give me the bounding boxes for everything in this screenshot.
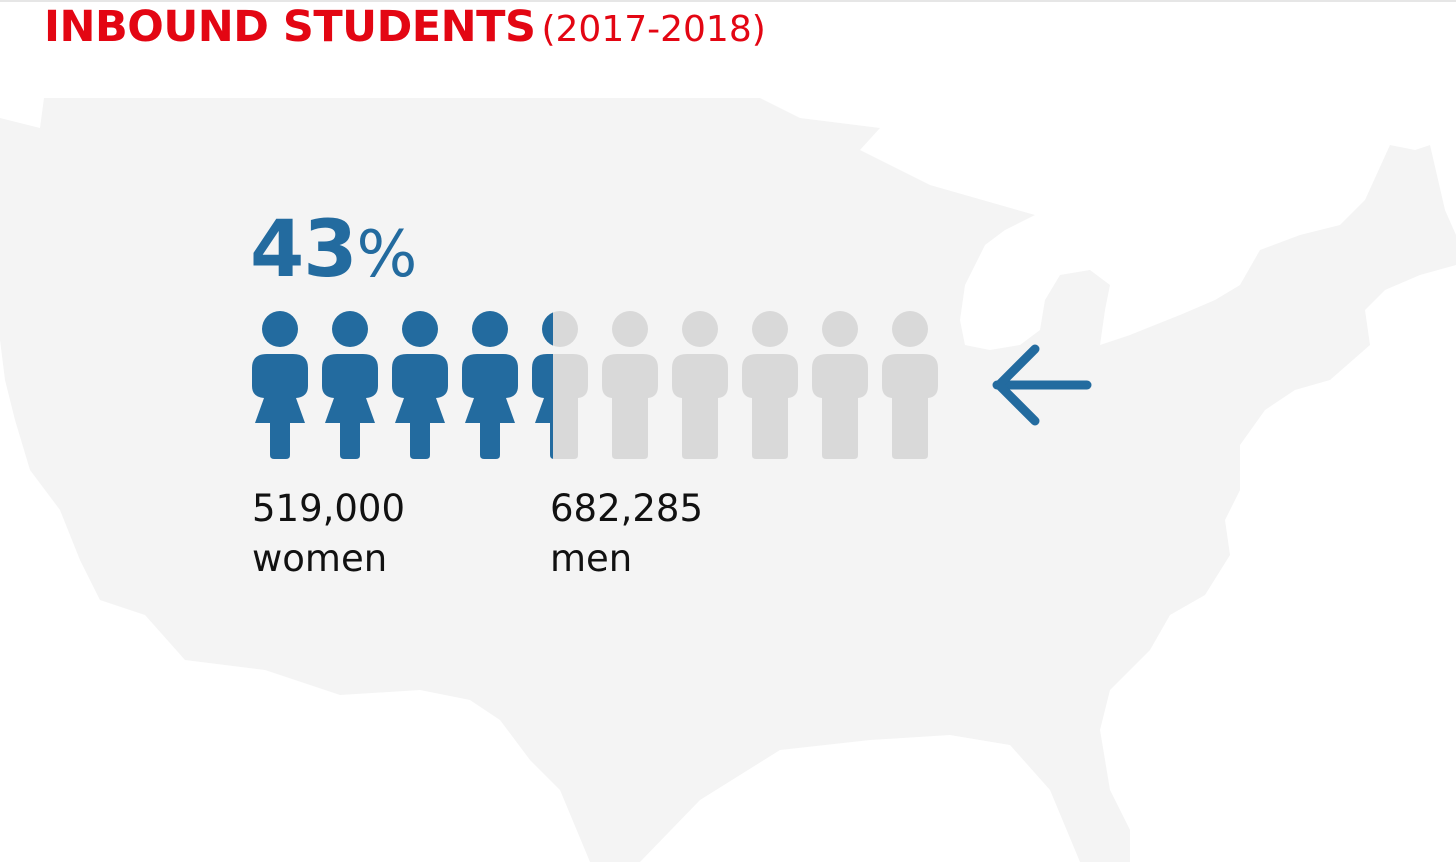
women-label: women <box>252 537 388 580</box>
person-icon-men <box>602 311 658 459</box>
person-icon-women <box>322 311 378 459</box>
person-icon-women <box>252 311 308 459</box>
arrow-left-icon <box>992 344 1092 426</box>
person-icon-men <box>742 311 798 459</box>
person-icon-women <box>392 311 448 459</box>
title-years: (2017-2018) <box>541 9 766 50</box>
page-title: INBOUND STUDENTS (2017-2018) <box>44 2 766 52</box>
top-divider <box>0 0 1456 2</box>
person-icon-men <box>882 311 938 459</box>
women-percentage: 43% <box>250 205 417 295</box>
percent-sign: % <box>356 218 418 292</box>
women-stat: 519,000 women <box>252 484 405 584</box>
person-icon-men <box>812 311 868 459</box>
men-label: men <box>550 537 633 580</box>
percent-value: 43 <box>250 205 358 295</box>
person-icon-men <box>672 311 728 459</box>
men-stat: 682,285 men <box>550 484 703 584</box>
person-icon-women <box>462 311 518 459</box>
title-main: INBOUND STUDENTS <box>44 2 536 52</box>
women-count: 519,000 <box>252 487 406 530</box>
men-count: 682,285 <box>550 487 704 530</box>
